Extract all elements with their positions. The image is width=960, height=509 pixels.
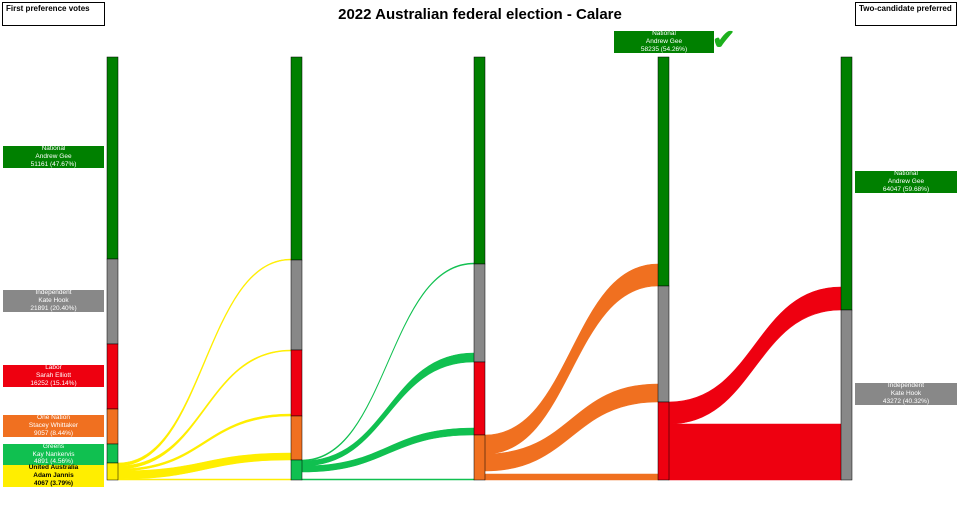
candidate-votes: 21891 (20.40%) (30, 304, 77, 312)
flow-band (117, 478, 292, 481)
flow-band (484, 383, 659, 472)
bar-segment-labor (473, 361, 486, 436)
bar-segment-national (290, 56, 303, 261)
candidate-party: National (894, 170, 918, 178)
flow-band (484, 473, 659, 481)
candidate-votes: 4891 (4.56%) (33, 458, 74, 466)
candidate-party: United Australia (28, 464, 79, 472)
candidate-party: One Nation (37, 414, 70, 422)
candidate-candidate: Adam Jannis (33, 472, 74, 480)
bar-segment-independent (657, 285, 670, 403)
bar-segment-independent (840, 309, 853, 481)
bar-segment-national (106, 56, 119, 260)
candidate-party: Labor (45, 364, 62, 372)
bar-segment-labor (657, 401, 670, 481)
bar-segment-national (473, 56, 486, 265)
candidate-votes: 64047 (59.68%) (882, 185, 930, 193)
candidate-votes: 51161 (47.67%) (30, 160, 77, 168)
bar-segment-greens (290, 459, 303, 481)
candidate-votes: 43272 (40.32%) (882, 397, 930, 405)
candidate-candidate: Andrew Gee (887, 178, 925, 186)
candidate-votes: 4067 (3.79%) (33, 479, 74, 487)
candidate-candidate: Andrew Gee (35, 153, 72, 161)
bar-segment-national (840, 56, 853, 311)
candidate-label: United Australia Adam Jannis 4067 (3.79%) (3, 464, 104, 487)
candidate-label: National Andrew Gee 64047 (59.68%) (855, 170, 957, 193)
bar-segment-independent (106, 258, 119, 345)
bar-segment-united-australia (106, 462, 119, 481)
first-preference-header: First preference votes (2, 2, 105, 26)
two-candidate-preferred-header: Two-candidate preferred (855, 2, 957, 26)
candidate-label: National Andrew Gee 58235 (54.26%) (614, 30, 714, 53)
candidate-label: One Nation Stacey Whittaker 9057 (8.44%) (3, 414, 104, 437)
bar-segment-one-nation (473, 434, 486, 481)
checkmark-icon: ✔ (712, 24, 736, 55)
candidate-candidate: Kate Hook (38, 297, 69, 305)
candidate-label: Independent Kate Hook 43272 (40.32%) (855, 382, 957, 405)
bar-segment-national (657, 56, 670, 287)
flow-band (668, 423, 842, 481)
candidate-label: National Andrew Gee 51161 (47.67%) (3, 145, 104, 168)
candidate-party: National (41, 145, 66, 153)
candidate-party: Independent (35, 289, 72, 297)
candidate-label: Independent Kate Hook 21891 (20.40%) (3, 289, 104, 312)
candidate-candidate: Stacey Whittaker (28, 422, 79, 430)
candidate-label: Labor Sarah Elliott 16252 (15.14%) (3, 364, 104, 387)
candidate-votes: 58235 (54.26%) (640, 45, 688, 53)
bar-segment-independent (473, 263, 486, 363)
candidate-label: Greens Kay Nankervis 4891 (4.56%) (3, 442, 104, 466)
bar-segment-labor (290, 349, 303, 417)
bar-segment-greens (106, 443, 119, 464)
candidate-party: National (652, 30, 676, 38)
candidate-candidate: Andrew Gee (645, 38, 683, 46)
candidate-party: Greens (42, 442, 65, 450)
candidate-votes: 9057 (8.44%) (33, 429, 74, 437)
bar-segment-one-nation (290, 415, 303, 461)
chart-title: 2022 Australian federal election - Calar… (338, 6, 622, 23)
flow-band (117, 349, 292, 470)
flow-band (301, 427, 475, 473)
candidate-candidate: Kay Nankervis (32, 450, 75, 458)
candidate-party: Independent (887, 382, 925, 390)
bar-segment-independent (290, 259, 303, 351)
candidate-candidate: Kate Hook (890, 390, 922, 398)
candidate-votes: 16252 (15.14%) (30, 379, 77, 387)
flow-band (301, 478, 475, 481)
flow-band (117, 258, 292, 467)
bar-segment-one-nation (106, 408, 119, 445)
flow-band (668, 286, 842, 425)
candidate-candidate: Sarah Elliott (35, 372, 72, 380)
bar-segment-labor (106, 343, 119, 410)
